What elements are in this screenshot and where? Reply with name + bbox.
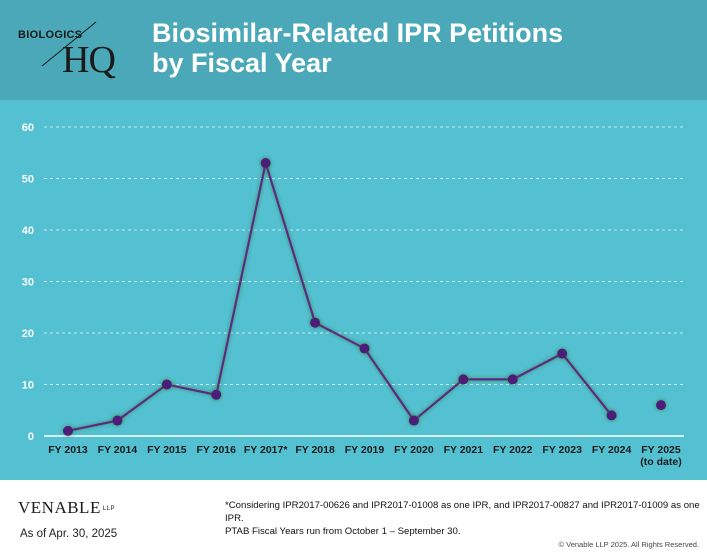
data-point <box>359 343 370 354</box>
x-tick-label: FY 2018 <box>295 444 335 456</box>
data-point <box>310 317 321 328</box>
title-line-1: Biosimilar-Related IPR Petitions <box>152 18 564 48</box>
y-tick-label: 50 <box>22 174 34 186</box>
data-point <box>507 374 518 385</box>
data-point <box>260 158 271 169</box>
data-point <box>656 400 666 411</box>
x-tick-label: FY 2015 <box>147 444 187 456</box>
x-tick-label: FY 2025 (to date) <box>640 444 681 468</box>
footnote-line-1: *Considering IPR2017-00626 and IPR2017-0… <box>225 500 700 524</box>
data-point <box>606 410 617 421</box>
data-point <box>161 379 172 390</box>
venable-logo: VENABLE LLP <box>18 498 115 518</box>
x-tick-label: FY 2017* <box>244 444 289 456</box>
logo-text-hq: HQ <box>62 39 116 81</box>
page-title: Biosimilar-Related IPR Petitions by Fisc… <box>152 18 563 78</box>
x-tick-label: FY 2016 <box>196 444 236 456</box>
data-point <box>408 415 419 426</box>
x-tick-label: FY 2024 <box>592 444 632 456</box>
line-chart: 0 10 20 30 40 50 60 FY 2013 FY 2014 FY 2015 FY 201… <box>22 122 684 468</box>
as-of-date: As of Apr. 30, 2025 <box>20 528 118 540</box>
y-tick-label: 40 <box>22 225 34 237</box>
x-tick-label: FY 2020 <box>394 444 434 456</box>
series-line <box>67 158 613 432</box>
x-tick-label: FY 2022 <box>493 444 533 456</box>
footnote: *Considering IPR2017-00626 and IPR2017-0… <box>225 499 707 538</box>
copyright-notice: © Venable LLP 2025. All Rights Reserved. <box>558 540 699 549</box>
y-tick-label: 60 <box>22 122 34 134</box>
data-point <box>557 348 568 359</box>
logo-text-biologics: BIOLOGICS <box>18 29 83 41</box>
y-tick-label: 0 <box>28 431 34 443</box>
biologics-hq-logo: BIOLOGICS HQ <box>0 0 140 100</box>
footnote-line-2: PTAB Fiscal Years run from October 1 – S… <box>225 526 461 537</box>
venable-logo-text: VENABLE <box>18 498 101 517</box>
y-tick-label: 20 <box>22 328 34 340</box>
x-tick-label: FY 2014 <box>98 444 138 456</box>
y-tick-label: 30 <box>22 277 34 289</box>
title-line-2: by Fiscal Year <box>152 48 332 78</box>
x-tick-label: FY 2021 <box>444 444 484 456</box>
venable-logo-suffix: LLP <box>102 506 116 513</box>
x-tick-label: FY 2023 <box>542 444 582 456</box>
data-point <box>458 374 469 385</box>
x-tick-label: FY 2013 <box>48 444 88 456</box>
data-point <box>211 389 222 400</box>
y-tick-label: 10 <box>22 380 34 392</box>
x-tick-label: FY 2019 <box>345 444 385 456</box>
data-point <box>112 415 123 426</box>
data-point <box>63 425 73 436</box>
logo-slash-icon <box>41 21 97 67</box>
header-banner: BIOLOGICS HQ Biosimilar-Related IPR Peti… <box>0 0 707 100</box>
